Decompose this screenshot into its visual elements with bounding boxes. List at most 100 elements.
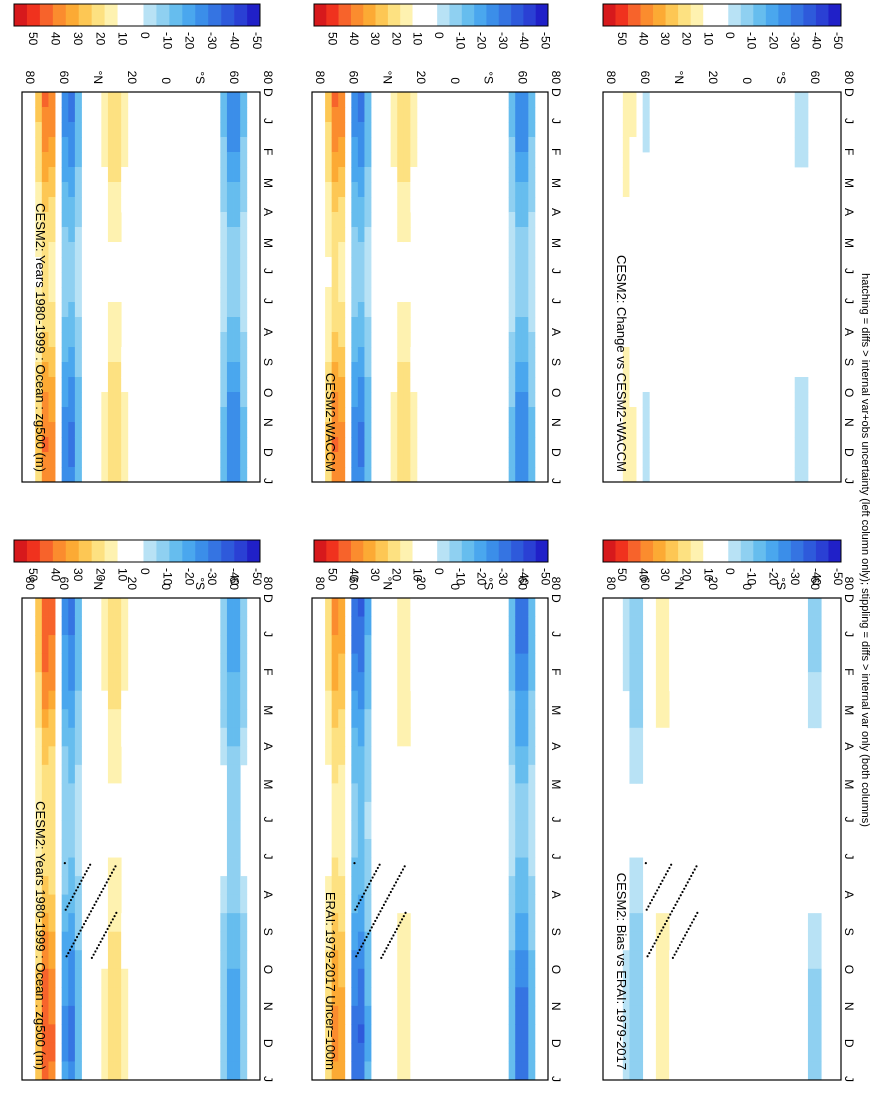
heat-cell — [233, 257, 241, 273]
heat-cell — [107, 347, 115, 363]
heat-cell — [325, 212, 333, 228]
heat-cell — [338, 1061, 346, 1081]
colorbar-bin — [143, 4, 157, 26]
heat-cell — [233, 167, 241, 183]
heat-cell — [121, 107, 129, 123]
stipple-dot — [95, 900, 98, 903]
heat-cell — [48, 407, 56, 423]
month-label: S — [549, 358, 563, 366]
heat-cell — [331, 857, 339, 877]
heat-cell — [68, 987, 76, 1007]
heat-cell — [636, 653, 644, 673]
colorbar-bin — [815, 540, 829, 562]
heat-cell — [233, 672, 241, 692]
heat-cell — [233, 302, 241, 318]
heat-cell — [338, 653, 346, 673]
heat-cell — [28, 635, 36, 655]
heat-cell — [35, 422, 43, 438]
heat-cell — [101, 931, 109, 951]
heat-cell — [357, 1005, 365, 1025]
heat-cell — [233, 801, 241, 821]
colorbar-bin — [14, 540, 28, 562]
heat-cell — [240, 1042, 248, 1062]
heat-cell — [622, 987, 630, 1007]
heat-cell — [410, 167, 418, 183]
heat-cell — [801, 152, 809, 168]
colorbar-1: 50 40 30 20 10 0 -10 -20 -30 -40 -50 — [13, 3, 264, 50]
colorbar-bin — [511, 4, 524, 26]
heat-cell — [508, 302, 516, 318]
heat-cell — [325, 1005, 333, 1025]
colorbar-tick-label: -10 — [453, 32, 467, 50]
heat-cell — [662, 616, 670, 636]
heat-cell — [121, 616, 129, 636]
heat-cell — [226, 227, 234, 243]
heat-cell — [35, 598, 43, 617]
heat-cell — [74, 437, 82, 453]
stipple-dot — [683, 887, 686, 890]
heat-cell — [403, 1005, 411, 1025]
heat-cell — [629, 894, 637, 914]
heat-cell — [642, 422, 650, 438]
heat-cell — [35, 672, 43, 692]
colorbar-tick-label: 20 — [389, 568, 403, 582]
heat-cell — [121, 1005, 129, 1025]
heat-cell — [61, 894, 69, 914]
heat-cell — [629, 182, 637, 198]
heat-cell — [364, 1005, 372, 1025]
heat-cell — [629, 709, 637, 729]
stipple-dot — [89, 910, 93, 913]
heat-cell — [48, 931, 56, 951]
heat-cell — [528, 362, 536, 378]
heat-cell — [528, 653, 536, 673]
heat-cell — [240, 452, 248, 468]
heat-cell — [48, 257, 56, 273]
plot-frame — [21, 597, 261, 1081]
colorbar-bin — [665, 540, 679, 562]
heat-cell — [515, 137, 523, 153]
heat-cell — [636, 672, 644, 692]
heat-cell — [662, 876, 670, 896]
heat-cell — [226, 635, 234, 655]
heat-cell — [325, 452, 333, 468]
heat-cell — [233, 287, 241, 303]
heat-cell — [114, 1061, 122, 1081]
stipple-dot — [72, 942, 75, 945]
lat-tick-label: 80 — [604, 71, 618, 85]
heat-cell — [508, 839, 516, 858]
month-label: F — [261, 148, 275, 155]
heat-cell — [35, 894, 43, 914]
colorbar-bin — [778, 540, 792, 562]
heat-cell — [642, 437, 650, 453]
heat-cell — [528, 876, 536, 896]
stipple-dot — [75, 889, 78, 892]
heat-cell — [74, 122, 82, 138]
heat-cell — [338, 362, 346, 378]
heat-cell — [107, 968, 115, 988]
colorbar-bin — [753, 540, 767, 562]
heat-cell — [521, 857, 529, 877]
stipple-dot — [651, 945, 654, 948]
heat-cell — [220, 197, 228, 213]
colorbar-tick-label: 0 — [432, 32, 446, 39]
colorbar-bin — [104, 4, 118, 26]
heat-cell — [121, 392, 129, 408]
month-label: J — [549, 298, 563, 304]
heat-cell — [220, 317, 228, 333]
colorbar-bin — [412, 4, 426, 26]
colorbar-tick-label: -40 — [517, 32, 531, 50]
heat-cell — [622, 212, 630, 228]
stipple-dot — [74, 939, 77, 942]
heat-cell — [35, 227, 43, 243]
heat-cell — [61, 122, 69, 138]
heat-cell — [662, 746, 670, 766]
lat-tick-label: °S — [482, 577, 496, 590]
heat-cell — [807, 987, 815, 1007]
heat-cell — [41, 377, 49, 393]
month-label: N — [261, 418, 275, 427]
colorbar-tick-label: 10 — [701, 568, 715, 582]
heat-cell — [233, 727, 241, 747]
heat-cell — [338, 616, 346, 636]
heat-cell — [107, 107, 115, 123]
